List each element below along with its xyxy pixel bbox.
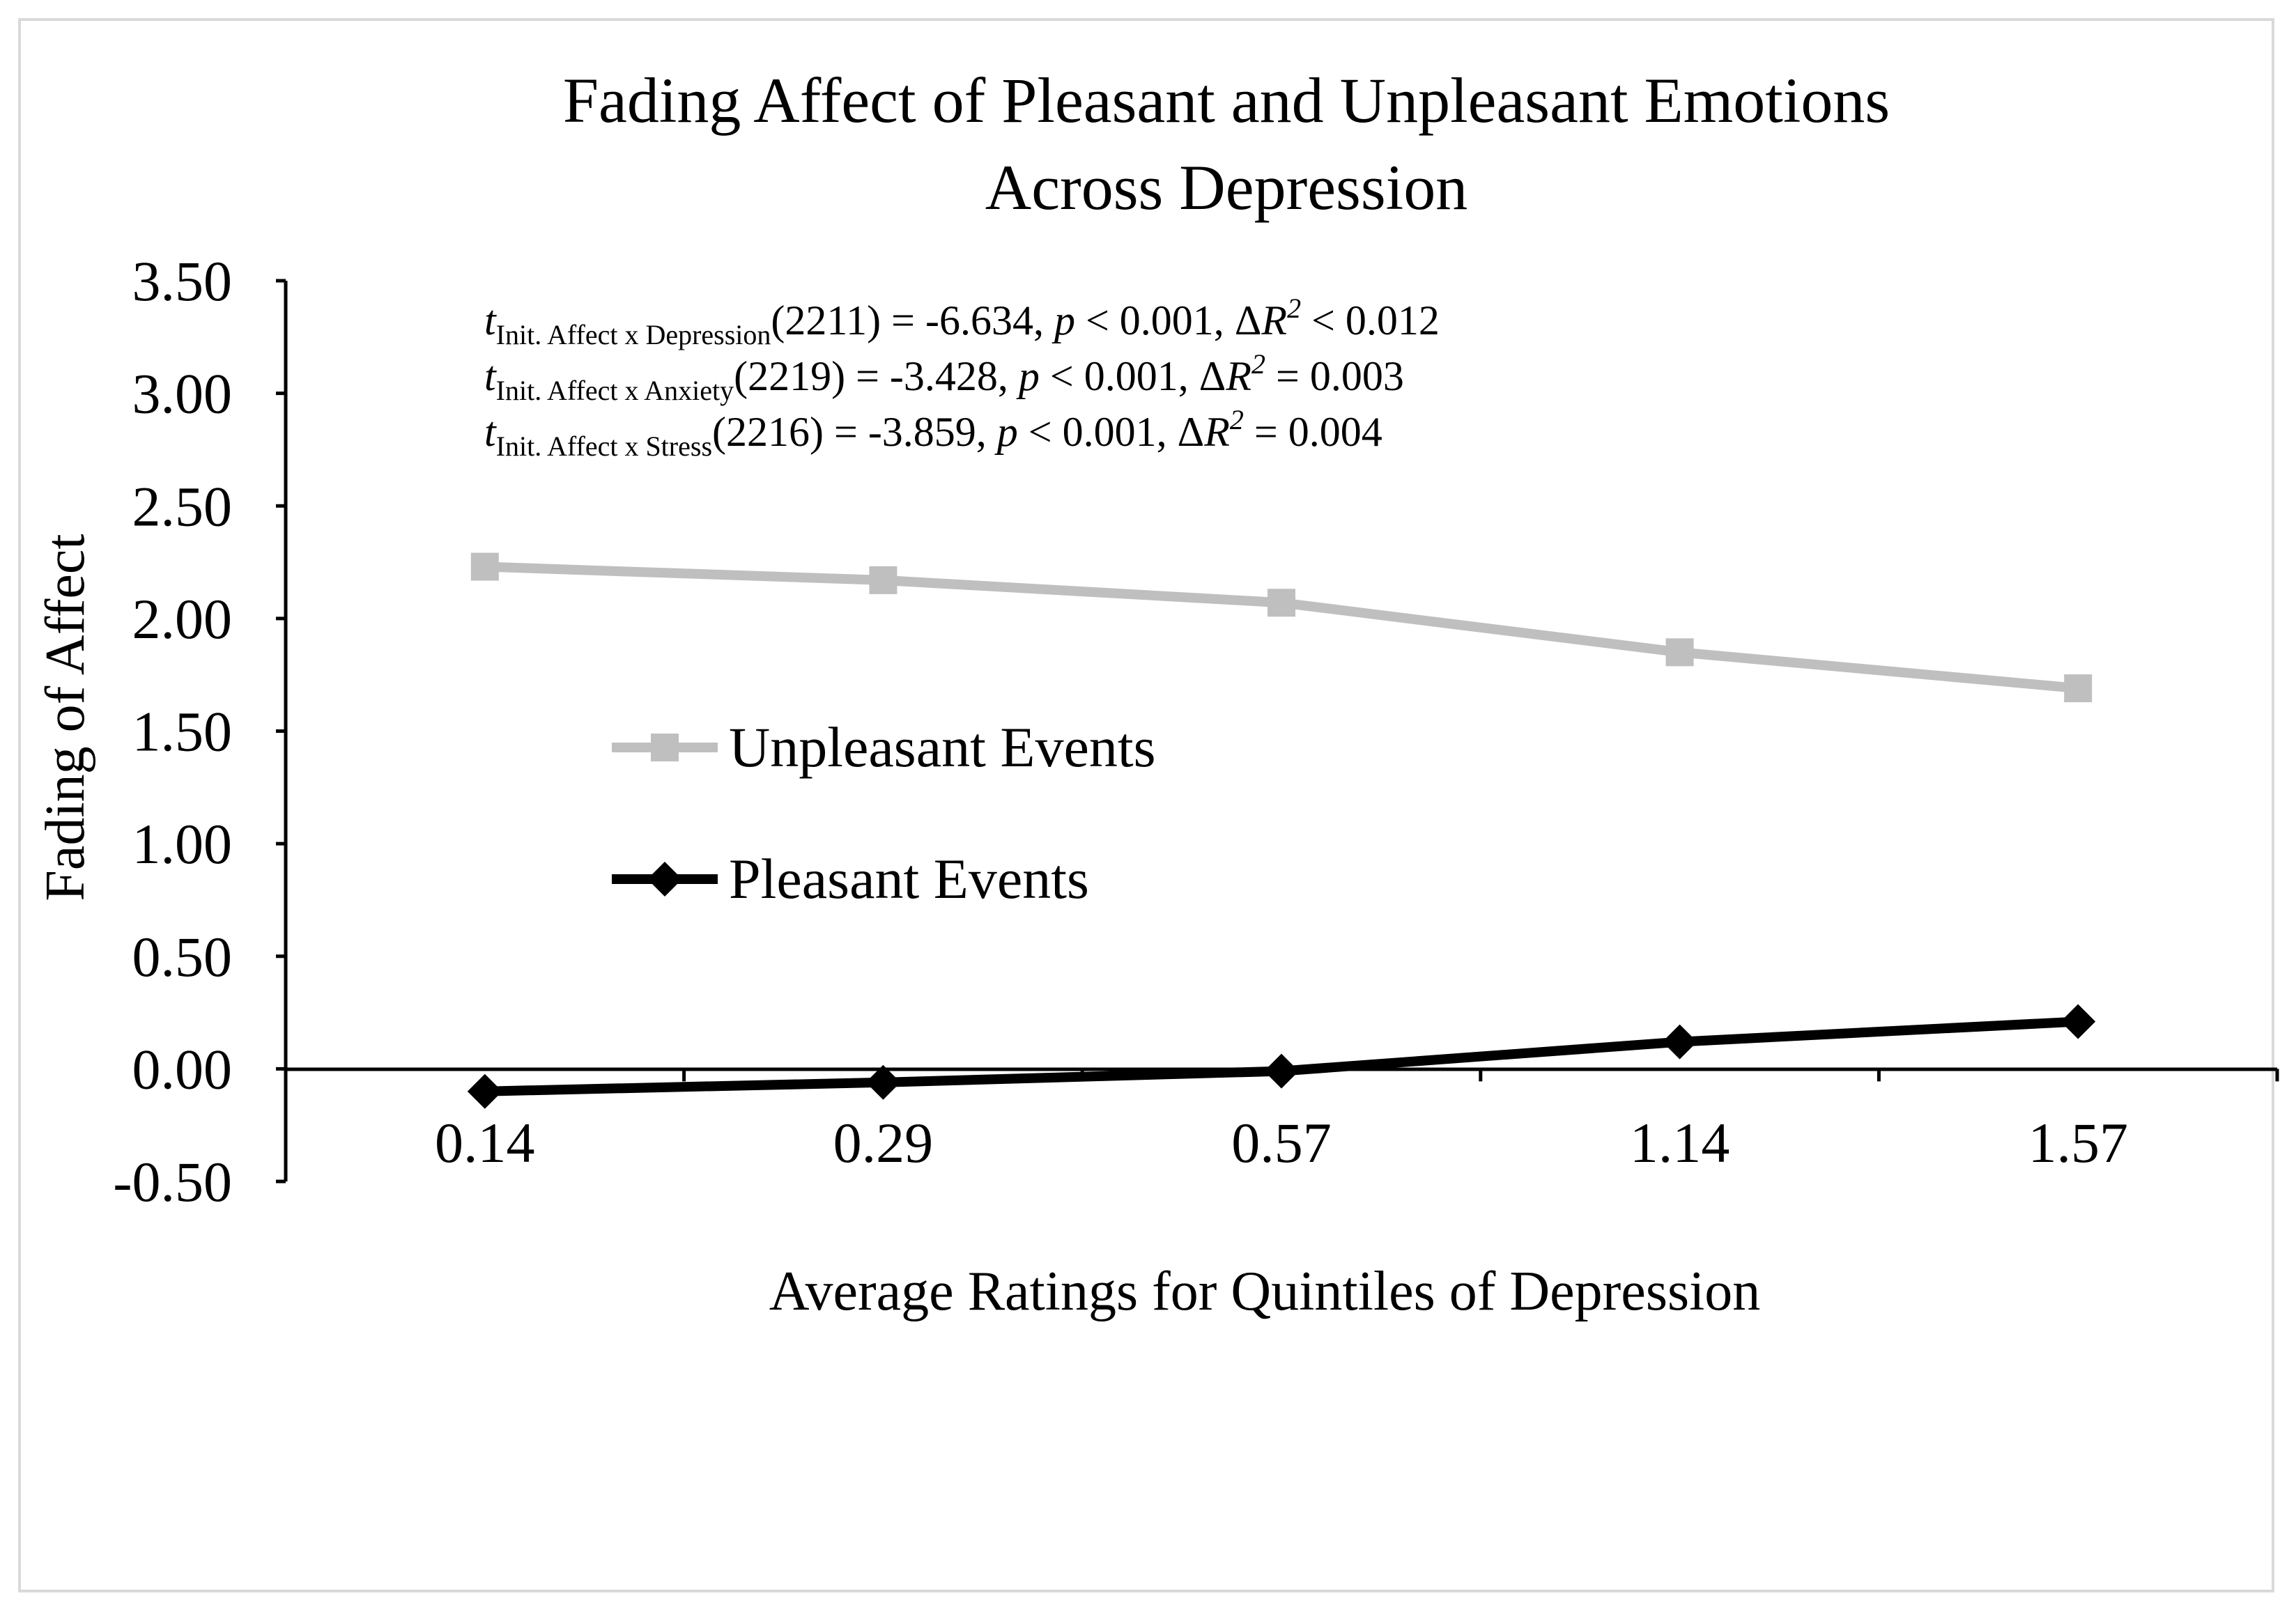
stats-annotation-stress: tInit. Affect x Stress(2216) = -3.859, p… — [484, 404, 1382, 462]
data-point-pleasant-events — [1662, 1024, 1697, 1060]
data-point-pleasant-events — [2060, 1004, 2096, 1039]
x-axis-label: Average Ratings for Quintiles of Depress… — [769, 1261, 1761, 1322]
chart-title-line-1: Fading Affect of Pleasant and Unpleasant… — [563, 65, 1890, 136]
stats-sub-anxiety: Init. Affect x Anxiety — [496, 375, 734, 406]
data-point-unpleasant-events — [1665, 638, 1694, 667]
data-point-unpleasant-events — [1268, 589, 1295, 617]
y-tick-label: 0.00 — [132, 1037, 233, 1101]
legend-marker-pleasant — [647, 862, 682, 897]
data-point-unpleasant-events — [470, 552, 499, 581]
y-axis-label: Fading of Affect — [35, 534, 96, 901]
y-tick-label: 0.50 — [132, 925, 233, 988]
data-point-unpleasant-events — [2064, 674, 2093, 703]
y-tick-label: 1.00 — [132, 812, 233, 876]
chart-title-line-2: Across Depression — [985, 152, 1467, 223]
legend: Unpleasant Events Pleasant Events — [612, 715, 1156, 910]
legend-label-pleasant: Pleasant Events — [729, 847, 1089, 910]
series-line-unpleasant-events — [484, 561, 2079, 694]
y-tick-label: 1.50 — [132, 700, 233, 763]
stats-annotations: tInit. Affect x Depression(2211) = -6.63… — [484, 293, 1440, 462]
stats-sub-stress: Init. Affect x Stress — [496, 431, 712, 462]
series-layer — [467, 552, 2096, 1109]
x-tick-label: 0.29 — [833, 1111, 934, 1174]
stats-annotation-depression: tInit. Affect x Depression(2211) = -6.63… — [484, 293, 1440, 350]
data-point-pleasant-events — [1264, 1053, 1299, 1089]
x-tick-label: 1.14 — [1630, 1111, 1730, 1174]
legend-marker-unpleasant — [651, 734, 679, 761]
chart-frame — [18, 18, 2274, 1592]
x-tick-label: 1.57 — [2028, 1111, 2128, 1174]
data-point-pleasant-events — [865, 1064, 901, 1100]
y-tick-label: -0.50 — [113, 1150, 232, 1213]
stats-annotation-anxiety: tInit. Affect x Anxiety(2219) = -3.428, … — [484, 348, 1404, 406]
stats-sub-depression: Init. Affect x Depression — [496, 319, 771, 350]
y-tick-label: 3.00 — [132, 362, 233, 426]
data-point-pleasant-events — [467, 1073, 502, 1109]
legend-label-unpleasant: Unpleasant Events — [729, 715, 1156, 779]
y-ticks: 3.50 3.00 2.50 2.00 1.50 1.00 0.50 0.00 -0.50 — [113, 249, 286, 1213]
x-tick-label: 0.57 — [1231, 1111, 1332, 1174]
x-ticks: 0.14 0.29 0.57 1.14 1.57 — [284, 1069, 2279, 1174]
y-tick-label: 2.00 — [132, 587, 233, 651]
y-tick-label: 2.50 — [132, 474, 233, 538]
data-point-unpleasant-events — [869, 566, 897, 594]
x-tick-label: 0.14 — [435, 1111, 535, 1174]
legend-item-unpleasant: Unpleasant Events — [612, 715, 1156, 779]
legend-item-pleasant: Pleasant Events — [612, 847, 1089, 910]
y-tick-label: 3.50 — [132, 249, 233, 313]
